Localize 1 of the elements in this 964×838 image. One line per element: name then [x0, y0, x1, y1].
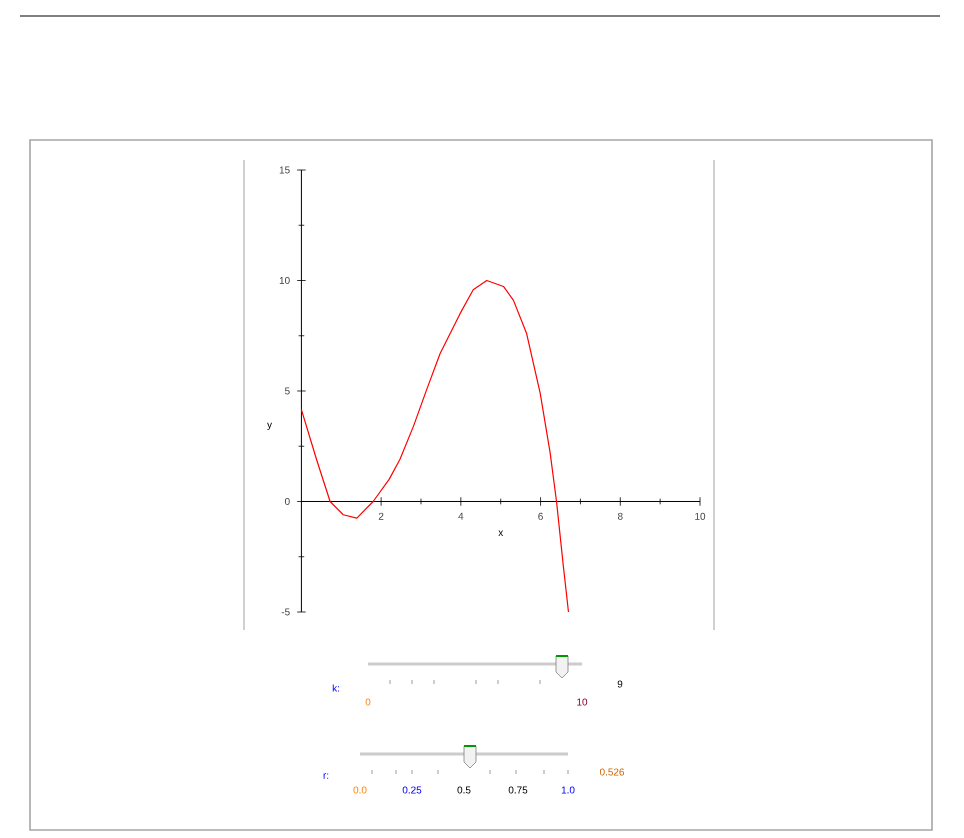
line-series [300, 279, 570, 613]
